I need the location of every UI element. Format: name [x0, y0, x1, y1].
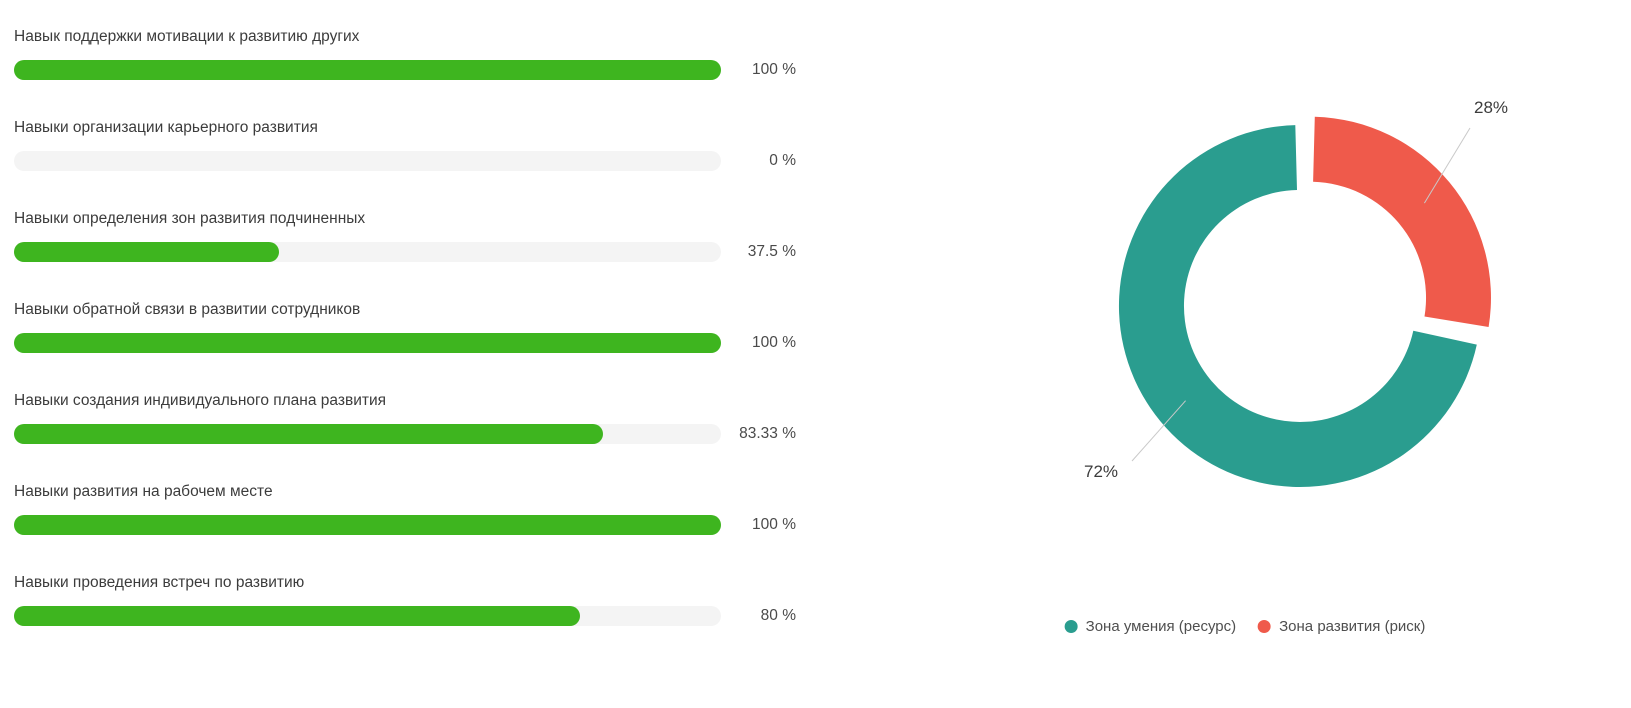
skill-bar-track: [14, 151, 721, 171]
skill-bar-fill: [14, 515, 721, 535]
legend-item-risk[interactable]: Зона развития (риск): [1258, 618, 1425, 635]
legend-label-resource: Зона умения (ресурс): [1085, 618, 1237, 635]
legend-dot-risk: [1258, 620, 1272, 633]
skill-label: Навык поддержки мотивации к развитию дру…: [14, 28, 360, 45]
skill-bar-fill: [14, 424, 604, 444]
skill-label: Навыки обратной связи в развитии сотрудн…: [14, 301, 361, 318]
skill-label: Навыки организации карьерного развития: [14, 119, 318, 136]
skill-bar-fill: [14, 333, 721, 353]
donut-slice-resource: [1118, 125, 1477, 488]
skill-value-label: 100 %: [752, 61, 796, 78]
skill-bar-track: [14, 515, 721, 535]
skill-row: Навыки развития на рабочем месте 100 %: [14, 482, 796, 535]
skills-bar-chart: Навык поддержки мотивации к развитию дру…: [14, 27, 796, 664]
skill-bar-fill: [14, 606, 580, 626]
skill-bar-track: [14, 424, 721, 444]
donut-legend: Зона умения (ресурс) Зона развития (риск…: [1064, 618, 1425, 635]
skill-row: Навык поддержки мотивации к развитию дру…: [14, 27, 796, 80]
legend-item-resource[interactable]: Зона умения (ресурс): [1064, 618, 1237, 635]
skill-row: Навыки организации карьерного развития 0…: [14, 118, 796, 171]
skill-value-label: 100 %: [752, 334, 796, 351]
skill-row: Навыки обратной связи в развитии сотрудн…: [14, 300, 796, 353]
skill-value-label: 80 %: [760, 607, 796, 624]
skill-row: Навыки создания индивидуального плана ра…: [14, 391, 796, 444]
skill-bar-track: [14, 333, 721, 353]
donut-callout-risk: 28%: [1474, 98, 1509, 117]
skill-row: Навыки определения зон развития подчинен…: [14, 209, 796, 262]
skill-value-label: 83.33 %: [739, 425, 796, 442]
skill-bar-fill: [14, 242, 280, 262]
skill-value-label: 37.5 %: [747, 243, 796, 260]
zones-donut-chart: 28% 72% Зона умения (ресурс) Зона развит…: [800, 0, 1631, 708]
donut-callout-resource: 72%: [1084, 462, 1119, 481]
donut-svg: [1118, 116, 1491, 488]
legend-dot-resource: [1064, 620, 1078, 633]
legend-label-risk: Зона развития (риск): [1279, 618, 1426, 635]
skill-bar-fill: [14, 60, 721, 80]
skill-value-label: 100 %: [752, 516, 796, 533]
donut-slice-risk: [1313, 116, 1491, 327]
leader-line-resource: [1131, 400, 1186, 462]
skill-value-label: 0 %: [769, 152, 796, 169]
skill-row: Навыки проведения встреч по развитию 80 …: [14, 573, 796, 626]
leader-line-risk: [1423, 127, 1471, 204]
skill-label: Навыки создания индивидуального плана ра…: [14, 392, 387, 409]
skill-label: Навыки определения зон развития подчинен…: [14, 210, 366, 227]
skill-bar-track: [14, 606, 721, 626]
skill-label: Навыки развития на рабочем месте: [14, 483, 273, 500]
skill-bar-track: [14, 60, 721, 80]
skill-bar-track: [14, 242, 721, 262]
skill-label: Навыки проведения встреч по развитию: [14, 574, 305, 591]
